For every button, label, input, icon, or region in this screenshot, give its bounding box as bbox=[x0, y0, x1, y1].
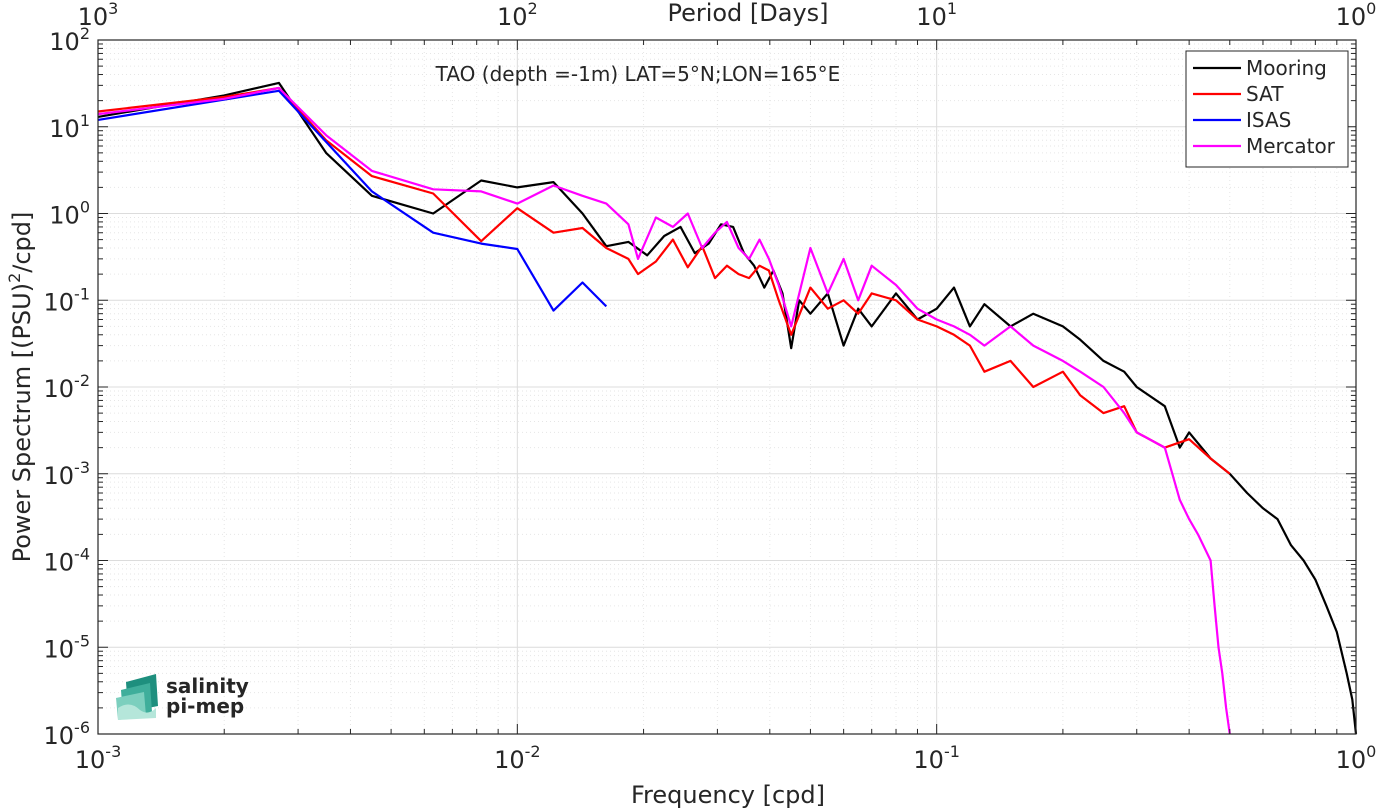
x-tick-label: 10-3 bbox=[75, 742, 122, 774]
logo-mark-icon bbox=[116, 674, 158, 720]
top-tick-label-exponent: 0 bbox=[1366, 0, 1376, 18]
logo-text-salinity: salinity bbox=[166, 674, 249, 698]
y-axis-title: Power Spectrum [(PSU)2/cpd] bbox=[5, 212, 36, 563]
y-tick-label-exponent: -6 bbox=[74, 718, 90, 737]
top-tick-label-exponent: 1 bbox=[947, 0, 957, 18]
legend-label-sat: SAT bbox=[1246, 82, 1284, 106]
series-line-isas bbox=[97, 89, 608, 312]
y-axis-title-main: Power Spectrum [(PSU) bbox=[8, 283, 36, 562]
x-tick-label-base: 10 bbox=[913, 746, 944, 774]
top-tick-label-base: 10 bbox=[497, 3, 528, 31]
x-axis-title: Frequency [cpd] bbox=[631, 781, 825, 809]
y-tick-label-exponent: -1 bbox=[74, 284, 90, 303]
x-tick-label-base: 10 bbox=[494, 746, 525, 774]
top-tick-label-base: 10 bbox=[1336, 3, 1367, 31]
y-tick-label-exponent: -3 bbox=[74, 458, 90, 477]
y-tick-label-base: 10 bbox=[49, 115, 80, 143]
legend-label-mercator: Mercator bbox=[1246, 134, 1336, 158]
chart-title: TAO (depth =-1m) LAT=5°N;LON=165°E bbox=[435, 62, 841, 86]
y-tick-label-base: 10 bbox=[44, 375, 75, 403]
top-tick-label-exponent: 2 bbox=[528, 0, 538, 18]
x-tick-label-base: 10 bbox=[75, 746, 106, 774]
y-tick-label-exponent: 0 bbox=[80, 198, 90, 217]
y-tick-label-base: 10 bbox=[44, 288, 75, 316]
series-line-sat bbox=[97, 86, 1231, 475]
y-tick-label: 10-5 bbox=[44, 631, 91, 663]
top-tick-label-base: 10 bbox=[78, 3, 109, 31]
x-tick-label-base: 10 bbox=[1336, 746, 1367, 774]
y-tick-label-exponent: -4 bbox=[74, 545, 90, 564]
y-tick-label-base: 10 bbox=[44, 722, 75, 750]
y-tick-label: 100 bbox=[49, 198, 90, 230]
top-axis-title: Period [Days] bbox=[667, 0, 828, 27]
legend-label-isas: ISAS bbox=[1246, 108, 1291, 132]
y-tick-label: 102 bbox=[49, 24, 90, 56]
x-tick-label-exponent: -3 bbox=[105, 742, 121, 761]
y-tick-label-exponent: -2 bbox=[74, 371, 90, 390]
y-tick-label-exponent: -5 bbox=[74, 631, 90, 650]
top-tick-label-exponent: 3 bbox=[108, 0, 118, 18]
y-tick-label: 10-6 bbox=[44, 718, 91, 750]
top-tick-label-base: 10 bbox=[916, 3, 947, 31]
top-tick-label: 100 bbox=[1336, 0, 1377, 31]
y-tick-label: 101 bbox=[49, 111, 90, 143]
series-line-mooring bbox=[97, 81, 1358, 735]
y-tick-label-base: 10 bbox=[49, 28, 80, 56]
y-tick-label-exponent: 1 bbox=[80, 111, 90, 130]
x-tick-label-exponent: 0 bbox=[1366, 742, 1376, 761]
axis-ticks bbox=[97, 39, 1357, 735]
y-tick-label: 10-4 bbox=[44, 545, 91, 577]
series-lines bbox=[97, 81, 1358, 735]
top-tick-label: 101 bbox=[916, 0, 957, 31]
y-tick-label-base: 10 bbox=[44, 549, 75, 577]
logo-text-pi-mep: pi-mep bbox=[166, 694, 244, 718]
y-tick-label-exponent: 2 bbox=[80, 24, 90, 43]
y-tick-label-base: 10 bbox=[44, 462, 75, 490]
y-tick-label: 10-3 bbox=[44, 458, 91, 490]
x-tick-label: 100 bbox=[1336, 742, 1377, 774]
x-tick-label: 10-1 bbox=[913, 742, 960, 774]
y-tick-label: 10-2 bbox=[44, 371, 91, 403]
x-tick-label-exponent: -1 bbox=[944, 742, 960, 761]
y-tick-label-base: 10 bbox=[49, 202, 80, 230]
y-axis-title-tail: /cpd] bbox=[8, 212, 36, 273]
top-tick-label: 102 bbox=[497, 0, 538, 31]
x-tick-label-exponent: -2 bbox=[525, 742, 541, 761]
salinity-pi-mep-logo: salinity pi-mep bbox=[116, 674, 249, 720]
grid bbox=[97, 40, 1356, 735]
y-axis-title-sup: 2 bbox=[5, 273, 24, 283]
top-tick-label: 103 bbox=[78, 0, 119, 31]
y-tick-label-base: 10 bbox=[44, 635, 75, 663]
legend-label-mooring: Mooring bbox=[1246, 56, 1327, 80]
legend-box bbox=[1185, 50, 1349, 168]
x-tick-label: 10-2 bbox=[494, 742, 541, 774]
series-line-mercator bbox=[97, 86, 1231, 735]
y-tick-label: 10-1 bbox=[44, 284, 91, 316]
